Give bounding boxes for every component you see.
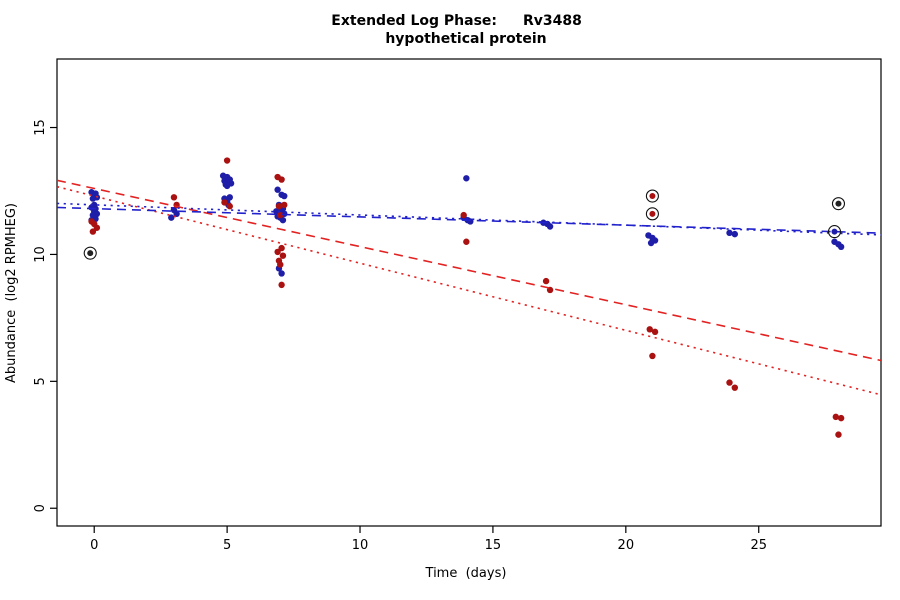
data-point-red-points — [170, 194, 178, 201]
data-point-blue-points — [731, 230, 739, 238]
data-point-red-points — [460, 211, 467, 219]
data-point-red-points — [649, 352, 656, 360]
plot-subtitle: hypothetical protein — [385, 31, 546, 47]
x-axis-title: Time (days) — [425, 566, 507, 581]
blue-dashed-fit — [56, 206, 882, 234]
data-point-red-points — [89, 228, 97, 235]
data-point-red-points — [726, 379, 733, 386]
data-point-blue-points — [273, 208, 280, 215]
x-tick-label: 0 — [90, 538, 98, 553]
data-point-red-points — [275, 203, 283, 210]
y-tick-label: 5 — [33, 377, 48, 385]
flagged-data-point — [649, 210, 656, 217]
flag-ring-icon — [831, 197, 846, 211]
data-point-red-points — [281, 201, 288, 209]
data-point-blue-points — [463, 175, 470, 182]
data-point-red-points — [93, 224, 101, 231]
data-point-red-points — [832, 413, 840, 421]
x-tick-label: 5 — [223, 538, 231, 553]
flag-ring-icon — [827, 225, 842, 239]
data-point-blue-points — [546, 223, 554, 230]
data-point-red-points — [274, 248, 281, 256]
flagged-points-layer — [83, 189, 846, 260]
y-axis-ticks: 0 5 10 15 — [33, 119, 57, 512]
flag-ring-icon — [645, 207, 659, 221]
data-point-blue-points — [278, 270, 285, 277]
flagged-data-point — [831, 228, 838, 235]
data-point-red-points — [731, 384, 739, 391]
data-point-red-points — [278, 244, 285, 252]
data-point-blue-points — [89, 195, 97, 202]
data-point-blue-points — [168, 214, 175, 221]
data-point-blue-points — [274, 186, 281, 193]
x-tick-label: 10 — [352, 538, 369, 553]
data-point-red-points — [279, 252, 287, 259]
data-point-red-points — [277, 211, 284, 219]
data-point-blue-points — [726, 229, 733, 237]
data-point-red-points — [837, 414, 845, 422]
y-tick-label: 0 — [33, 504, 48, 512]
x-tick-label: 20 — [618, 538, 635, 553]
data-point-blue-points — [647, 239, 655, 247]
x-axis-ticks: 0 5 10 15 20 25 — [90, 526, 767, 553]
data-point-blue-points — [281, 192, 288, 200]
data-point-red-points — [223, 157, 231, 164]
data-point-red-points — [278, 176, 285, 183]
data-point-red-points — [463, 238, 470, 245]
flag-ring-icon — [83, 246, 97, 260]
data-point-red-points — [226, 203, 233, 210]
data-point-red-points — [651, 328, 659, 336]
flag-ring-icon — [645, 189, 659, 203]
red-dashed-fit — [56, 179, 882, 362]
plot-title-prefix: Extended Log Phase: — [331, 13, 497, 29]
plot-title-gene: Rv3488 — [523, 13, 582, 29]
x-tick-label: 15 — [485, 538, 502, 553]
data-point-blue-points — [837, 243, 845, 251]
data-point-red-points — [542, 277, 550, 285]
data-point-red-points — [278, 281, 285, 289]
trend-lines-layer — [56, 179, 882, 396]
flagged-data-point — [649, 193, 656, 200]
flagged-data-point — [87, 250, 94, 257]
data-point-red-points — [646, 326, 653, 333]
plot-box — [56, 58, 882, 527]
data-points-layer — [88, 157, 845, 438]
x-tick-label: 25 — [750, 538, 767, 553]
data-point-red-points — [835, 431, 842, 438]
red-dotted-fit — [56, 185, 882, 396]
y-tick-label: 10 — [33, 246, 48, 263]
data-point-red-points — [277, 261, 284, 268]
data-point-blue-points — [279, 216, 287, 224]
data-point-red-points — [221, 199, 228, 206]
flagged-data-point — [835, 200, 842, 207]
data-point-blue-points — [173, 210, 180, 218]
data-point-blue-points — [223, 182, 231, 190]
y-axis-title: Abundance (log2 RPMHEG) — [4, 203, 19, 383]
y-tick-label: 15 — [33, 119, 48, 136]
